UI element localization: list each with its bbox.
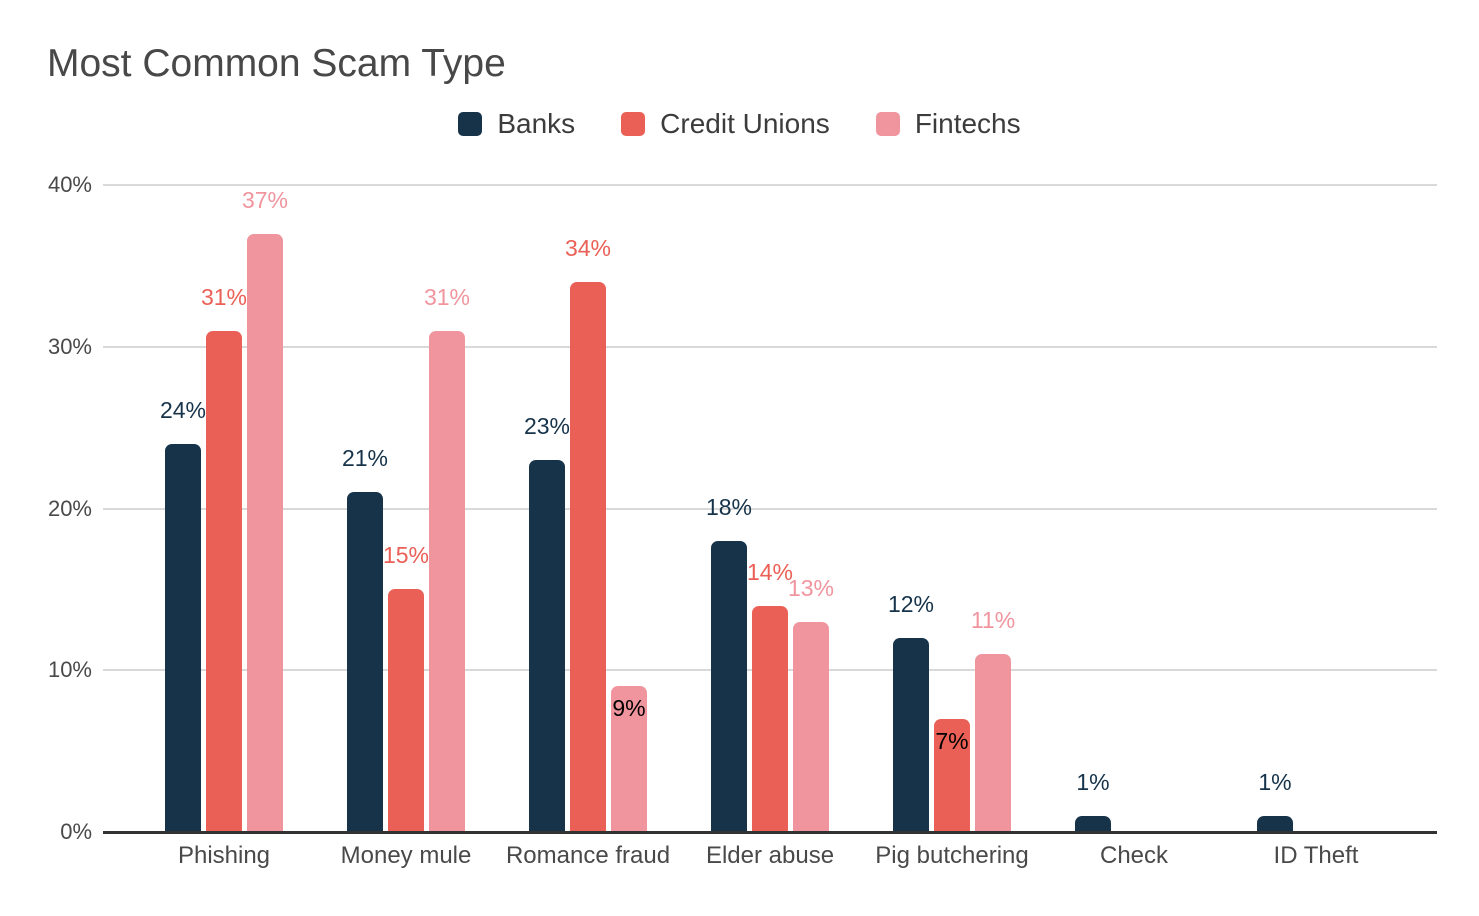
value-label-fintechs-elder-abuse: 13% bbox=[787, 574, 835, 601]
value-label-banks-elder-abuse: 18% bbox=[705, 493, 753, 520]
legend-item-banks[interactable]: Banks bbox=[458, 108, 575, 140]
value-label-banks-romance-fraud: 23% bbox=[523, 412, 571, 439]
bar-credit-unions-money-mule[interactable] bbox=[388, 589, 424, 832]
x-axis-baseline bbox=[103, 831, 1437, 834]
value-label-banks-check: 1% bbox=[1076, 768, 1110, 795]
bar-credit-unions-romance-fraud[interactable] bbox=[570, 282, 606, 832]
bar-banks-elder-abuse[interactable] bbox=[711, 540, 747, 832]
value-label-banks-phishing: 24% bbox=[159, 396, 207, 423]
bar-credit-unions-pig-butchering[interactable] bbox=[934, 718, 970, 832]
legend: Banks Credit Unions Fintechs bbox=[0, 106, 1479, 142]
value-label-credit-unions-phishing: 31% bbox=[200, 283, 248, 310]
bar-fintechs-money-mule[interactable] bbox=[429, 330, 465, 832]
bar-banks-phishing[interactable] bbox=[165, 443, 201, 832]
x-axis-label-romance-fraud: Romance fraud bbox=[505, 842, 671, 869]
value-label-fintechs-romance-fraud: 9% bbox=[612, 695, 646, 722]
y-axis-label-10%: 10% bbox=[47, 657, 92, 683]
bar-banks-romance-fraud[interactable] bbox=[529, 459, 565, 832]
bar-fintechs-phishing[interactable] bbox=[247, 233, 283, 832]
x-axis-label-phishing: Phishing bbox=[177, 842, 271, 869]
legend-swatch-credit-unions bbox=[621, 112, 646, 136]
bar-banks-id-theft[interactable] bbox=[1257, 815, 1293, 832]
bar-banks-check[interactable] bbox=[1075, 815, 1111, 832]
legend-item-credit-unions[interactable]: Credit Unions bbox=[621, 108, 830, 140]
x-axis-label-id-theft: ID Theft bbox=[1273, 842, 1359, 869]
bar-fintechs-elder-abuse[interactable] bbox=[793, 621, 829, 832]
value-label-credit-unions-money-mule: 15% bbox=[382, 542, 430, 569]
bar-credit-unions-elder-abuse[interactable] bbox=[752, 605, 788, 832]
y-axis-label-20%: 20% bbox=[47, 495, 92, 521]
value-label-credit-unions-romance-fraud: 34% bbox=[564, 235, 612, 262]
y-axis-label-30%: 30% bbox=[47, 333, 92, 359]
legend-label-credit-unions: Credit Unions bbox=[660, 108, 830, 139]
x-axis-label-money-mule: Money mule bbox=[340, 842, 472, 869]
y-axis-label-0%: 0% bbox=[60, 819, 92, 844]
value-label-banks-id-theft: 1% bbox=[1258, 768, 1292, 795]
gridline-30% bbox=[103, 345, 1437, 348]
value-label-fintechs-phishing: 37% bbox=[241, 186, 289, 213]
legend-item-fintechs[interactable]: Fintechs bbox=[875, 108, 1021, 140]
gridline-20% bbox=[103, 507, 1437, 510]
gridline-40% bbox=[103, 184, 1437, 186]
bar-fintechs-romance-fraud[interactable] bbox=[611, 686, 647, 832]
value-label-fintechs-money-mule: 31% bbox=[423, 283, 471, 310]
bar-banks-money-mule[interactable] bbox=[347, 492, 383, 832]
legend-swatch-fintechs bbox=[875, 112, 900, 136]
value-label-credit-unions-elder-abuse: 14% bbox=[746, 558, 794, 585]
y-axis-label-40%: 40% bbox=[47, 172, 92, 197]
bar-credit-unions-phishing[interactable] bbox=[206, 330, 242, 832]
bar-fintechs-pig-butchering[interactable] bbox=[975, 654, 1011, 832]
legend-label-banks: Banks bbox=[497, 108, 576, 139]
x-axis-label-check: Check bbox=[1099, 842, 1169, 869]
chart-title: Most Common Scam Type bbox=[47, 42, 506, 85]
legend-label-fintechs: Fintechs bbox=[914, 108, 1021, 139]
x-axis-label-elder-abuse: Elder abuse bbox=[705, 842, 835, 869]
legend-swatch-banks bbox=[458, 112, 483, 136]
value-label-credit-unions-pig-butchering: 7% bbox=[935, 727, 969, 754]
value-label-fintechs-pig-butchering: 11% bbox=[970, 607, 1016, 634]
x-axis-label-pig-butchering: Pig butchering bbox=[875, 842, 1029, 869]
bar-banks-pig-butchering[interactable] bbox=[893, 637, 929, 832]
value-label-banks-pig-butchering: 12% bbox=[887, 590, 935, 617]
value-label-banks-money-mule: 21% bbox=[341, 445, 389, 472]
